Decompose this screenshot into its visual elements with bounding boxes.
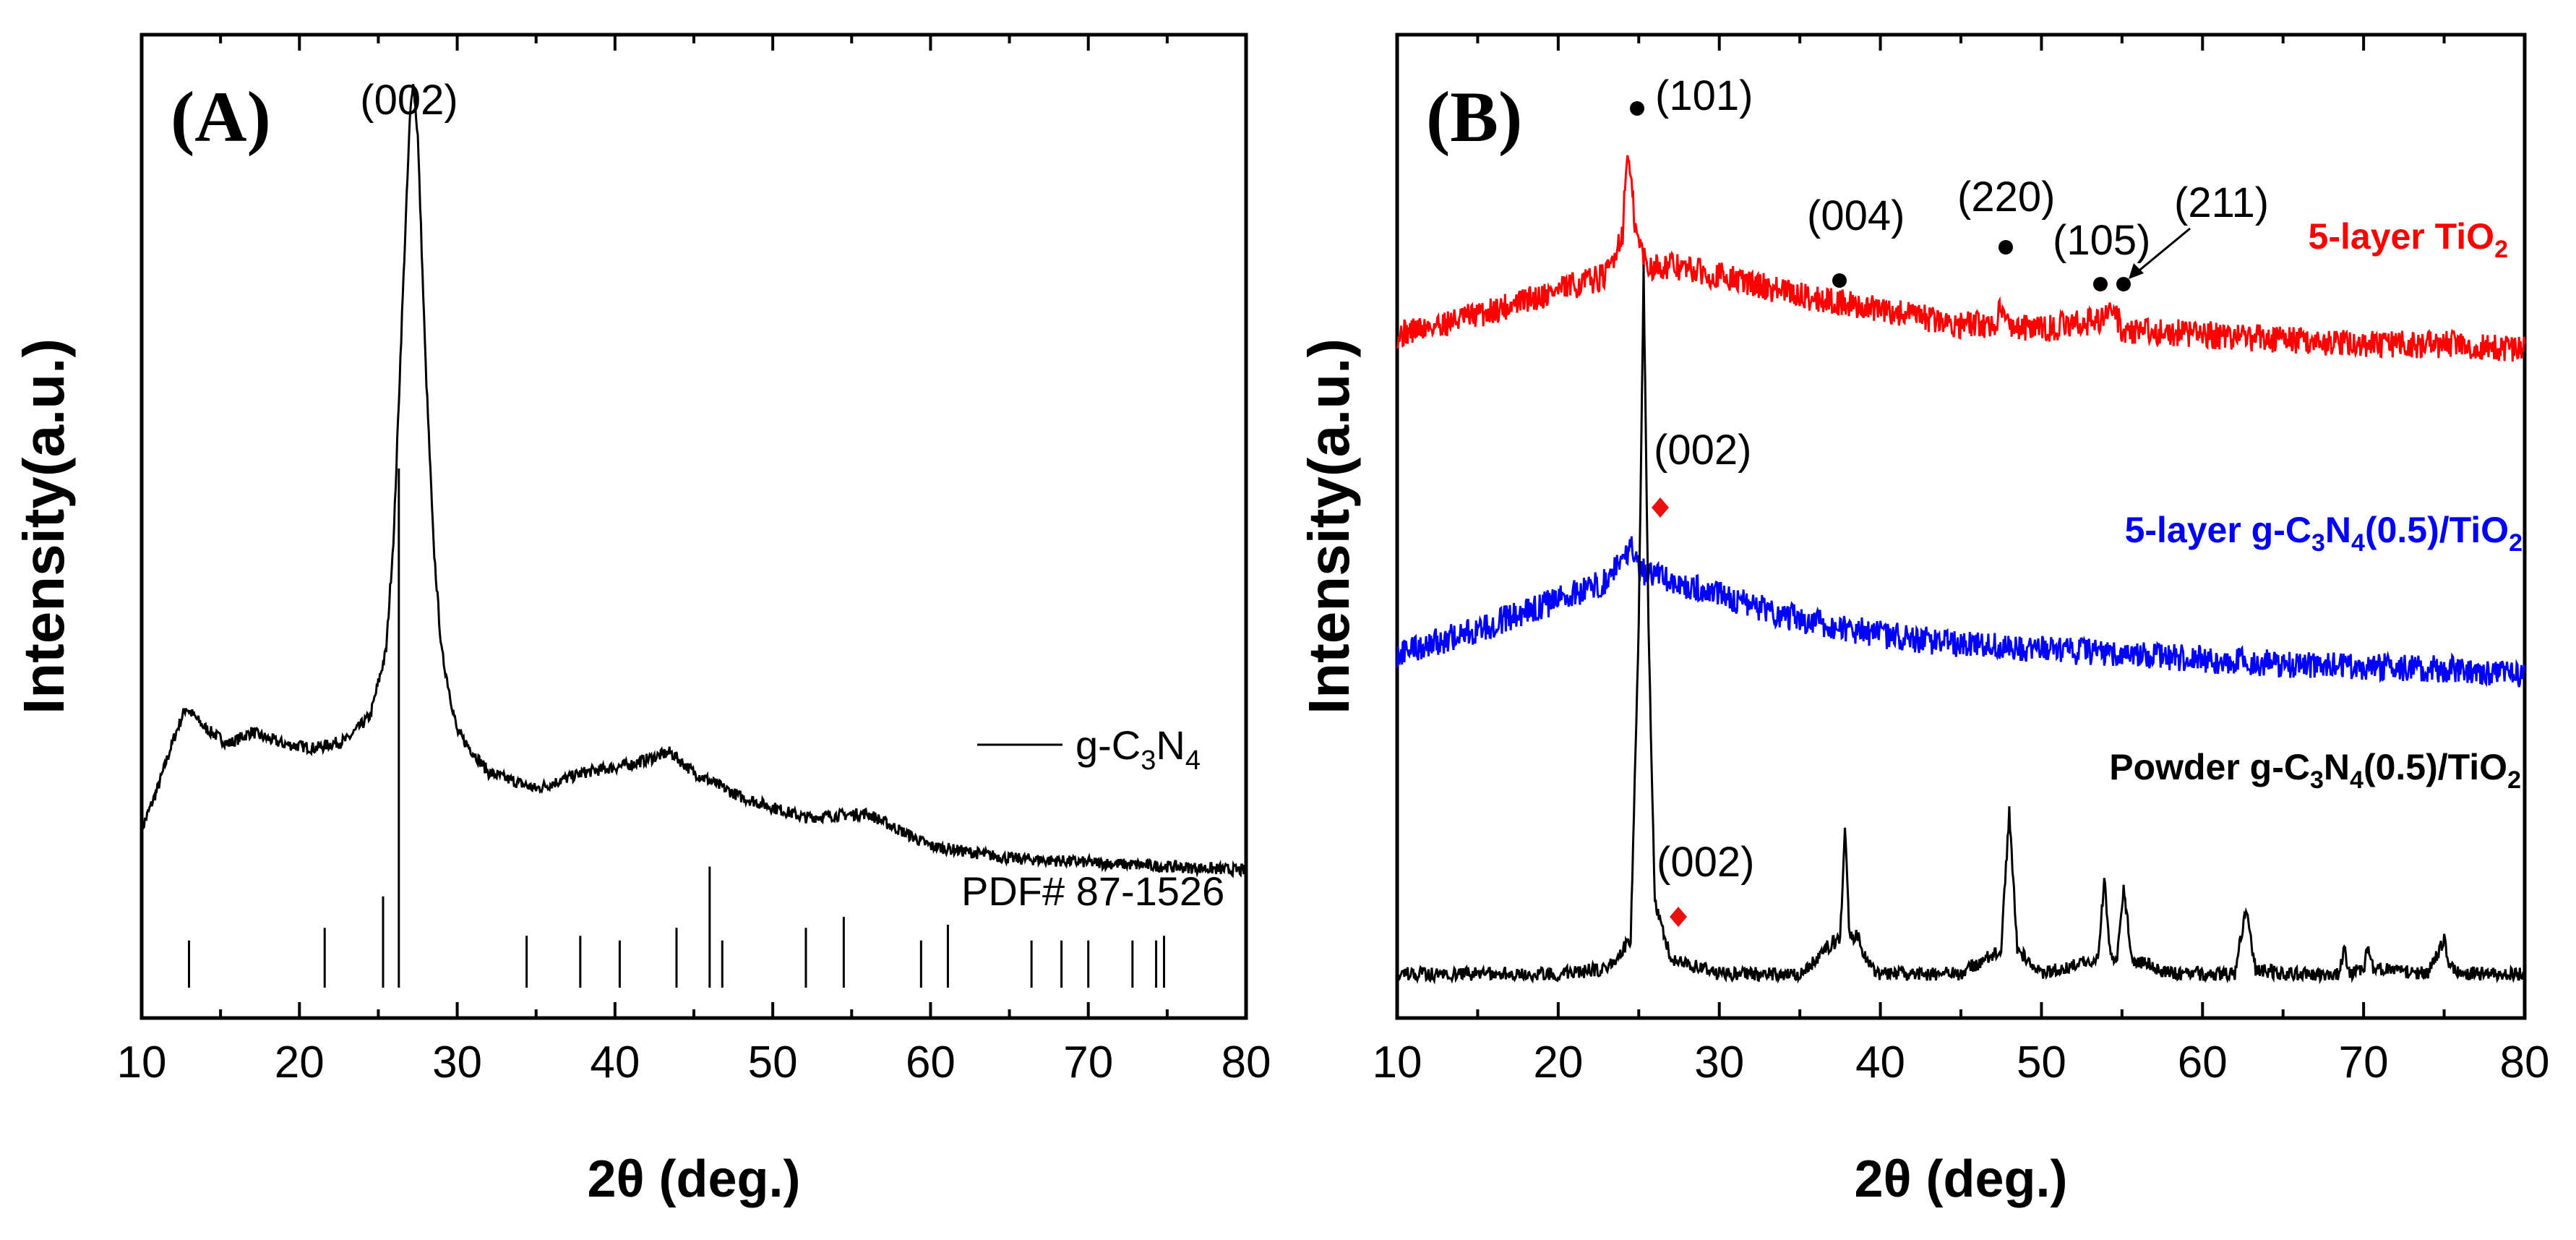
peak-label-105: (105) bbox=[2053, 217, 2150, 264]
panel-b-y-axis-title: Intensity(a.u.) bbox=[1297, 338, 1361, 714]
panel-a-x-tick-label-80: 80 bbox=[1222, 1038, 1271, 1087]
panel-b: (B) 10 20 30 40 50 60 70 80 Intensity(a.u.) 2θ … bbox=[1297, 33, 2550, 1208]
panel-b-x-tick-label-10: 10 bbox=[1373, 1038, 1422, 1087]
series-label-5-layer-tio2: 5-layer TiO2 bbox=[2309, 216, 2508, 263]
series-label-blue-mid: N bbox=[2325, 510, 2351, 550]
panel-a-x-tick-labels: 10 20 30 40 50 60 70 80 bbox=[117, 1038, 1271, 1087]
arrow-211-shaft bbox=[2131, 227, 2191, 278]
peak-label-211: (211) bbox=[2174, 179, 2269, 226]
series-line-powder-gc3n4-tio2 bbox=[1396, 264, 2526, 985]
peak-label-004: (004) bbox=[1807, 192, 1905, 239]
legend-sub-4: 4 bbox=[1185, 745, 1201, 776]
panel-a-x-tick-label-10: 10 bbox=[117, 1038, 167, 1087]
series-label-powder-mid: N bbox=[2324, 747, 2350, 787]
series-label-powder-gc3n4-tio2: Powder g-C3N4(0.5)/TiO2 bbox=[2109, 747, 2521, 794]
panel-b-x-tick-label-60: 60 bbox=[2178, 1038, 2228, 1087]
peak-label-002-blue: (002) bbox=[1654, 427, 1751, 474]
peak-marker-220 bbox=[1998, 240, 2013, 255]
panel-a-x-axis-title: 2θ (deg.) bbox=[588, 1150, 801, 1208]
series-label-tio2-sub: 2 bbox=[2494, 236, 2508, 263]
peak-label-220: (220) bbox=[1957, 174, 2055, 221]
panel-b-x-tick-label-40: 40 bbox=[1855, 1038, 1905, 1087]
panel-b-x-tick-labels: 10 20 30 40 50 60 70 80 bbox=[1373, 1038, 2550, 1087]
series-line-5-layer-tio2 bbox=[1396, 155, 2526, 362]
series-label-powder-sub2: 4 bbox=[2350, 766, 2364, 794]
panel-a-x-tick-label-50: 50 bbox=[748, 1038, 798, 1087]
panel-b-x-tick-label-30: 30 bbox=[1694, 1038, 1744, 1087]
series-label-powder-sub1: 3 bbox=[2310, 766, 2324, 794]
peak-marker-105 bbox=[2093, 277, 2108, 291]
legend-sub-3: 3 bbox=[1141, 745, 1156, 776]
series-line-5-layer-gc3n4-tio2 bbox=[1396, 536, 2526, 688]
panel-b-x-tick-label-70: 70 bbox=[2339, 1038, 2389, 1087]
panel-a-label: (A) bbox=[171, 77, 271, 157]
panel-a-reference-sticks bbox=[187, 468, 1165, 988]
panel-b-label: (B) bbox=[1426, 77, 1522, 157]
legend-label-g-c3n4: g-C3N4 bbox=[1076, 722, 1201, 776]
reference-pdf-label: PDF# 87-1526 bbox=[961, 868, 1224, 914]
panel-a-x-tick-label-70: 70 bbox=[1063, 1038, 1113, 1087]
series-label-blue-sub2: 4 bbox=[2351, 529, 2365, 557]
series-label-blue-tail: (0.5)/TiO bbox=[2365, 510, 2509, 550]
series-line-g-c3n4 bbox=[140, 84, 1247, 878]
panel-a-x-tick-label-20: 20 bbox=[275, 1038, 325, 1087]
arrow-211-head bbox=[2129, 263, 2144, 279]
series-label-tio2-main: 5-layer TiO bbox=[2309, 216, 2495, 257]
panel-b-x-ticks bbox=[1396, 35, 2526, 1018]
panel-a-x-tick-label-40: 40 bbox=[590, 1038, 640, 1087]
legend-prefix: g-C bbox=[1076, 722, 1141, 768]
series-label-powder-main: Powder g-C bbox=[2109, 747, 2310, 787]
peak-label-101: (101) bbox=[1655, 72, 1753, 119]
peak-marker-004 bbox=[1832, 273, 1847, 288]
series-label-blue-sub3: 2 bbox=[2509, 529, 2523, 557]
peak-label-002-a: (002) bbox=[360, 77, 458, 124]
panel-b-x-tick-label-20: 20 bbox=[1533, 1038, 1583, 1087]
legend-n: N bbox=[1156, 722, 1185, 768]
diamond-marker-002-blue bbox=[1652, 497, 1669, 518]
peak-label-002-black: (002) bbox=[1657, 839, 1754, 886]
peak-marker-211 bbox=[2116, 277, 2131, 291]
diamond-marker-002-black bbox=[1670, 907, 1687, 927]
panel-a-x-tick-label-60: 60 bbox=[906, 1038, 956, 1087]
panel-b-x-tick-label-50: 50 bbox=[2017, 1038, 2066, 1087]
panel-b-x-tick-label-80: 80 bbox=[2500, 1038, 2550, 1087]
series-label-blue-main: 5-layer g-C bbox=[2125, 510, 2311, 550]
series-label-5-layer-gc3n4-tio2: 5-layer g-C3N4(0.5)/TiO2 bbox=[2125, 510, 2523, 557]
panel-a-y-axis-title: Intensity(a.u.) bbox=[12, 338, 76, 714]
panel-b-x-axis-title: 2θ (deg.) bbox=[1855, 1150, 2068, 1208]
series-label-powder-tail: (0.5)/TiO bbox=[2364, 747, 2507, 787]
series-label-powder-sub3: 2 bbox=[2507, 766, 2521, 794]
panel-a: (A) 10 20 30 40 50 60 70 80 Intensity(a.u.) 2θ … bbox=[12, 33, 1271, 1208]
panel-a-x-ticks bbox=[140, 35, 1248, 1018]
panel-a-x-tick-label-30: 30 bbox=[432, 1038, 482, 1087]
series-label-blue-sub1: 3 bbox=[2311, 529, 2325, 557]
peak-marker-101 bbox=[1630, 101, 1644, 116]
